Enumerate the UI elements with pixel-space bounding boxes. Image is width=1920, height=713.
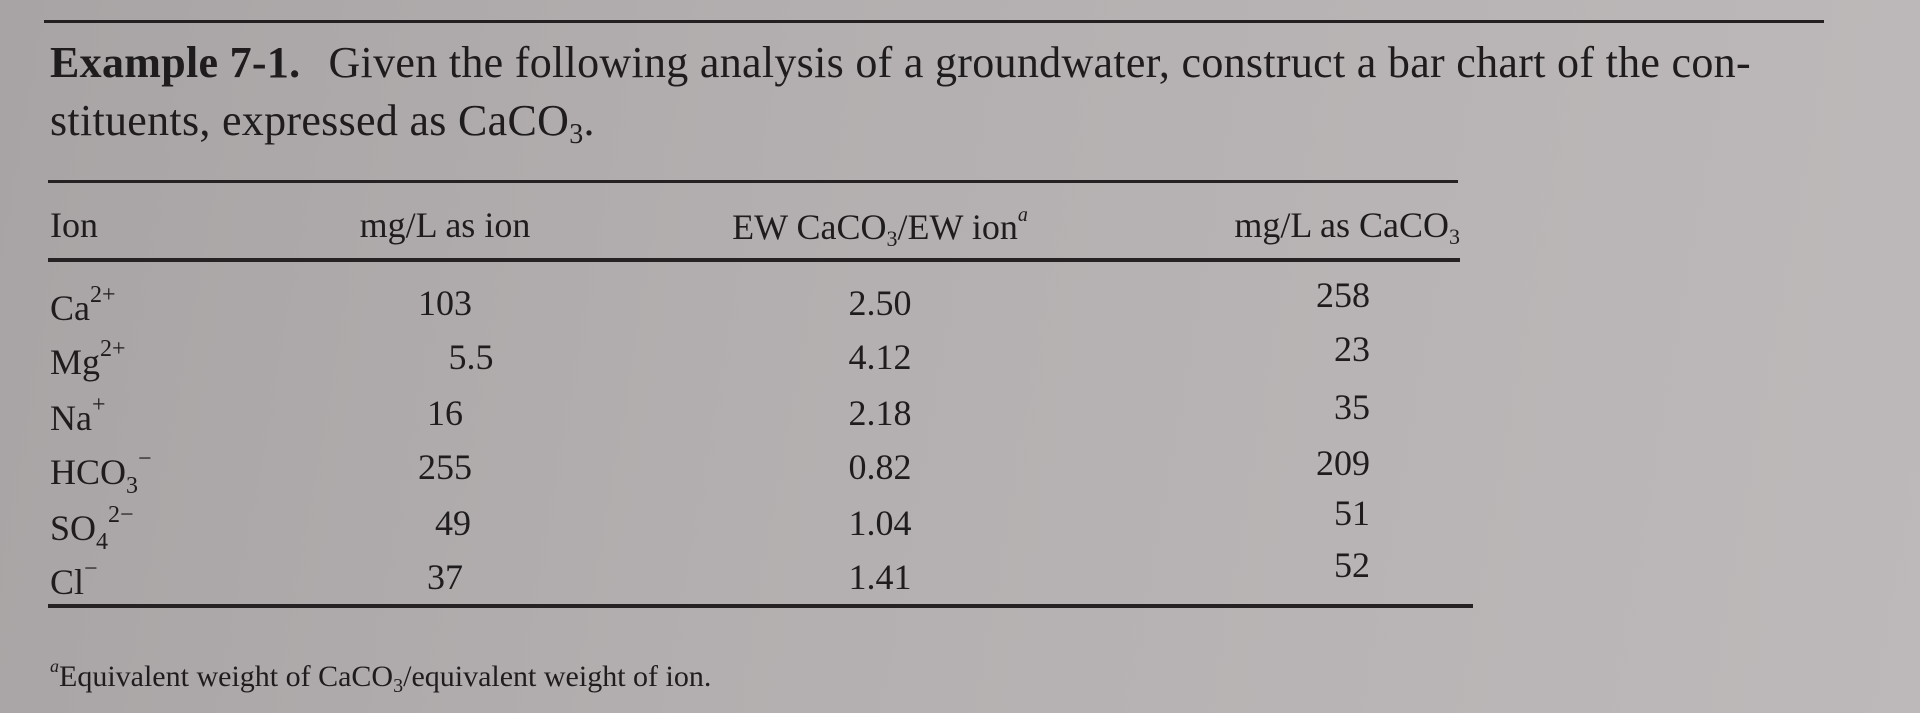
mg-as-ion-cell: 255: [418, 447, 472, 487]
mg-as-ion-cell: 49: [435, 503, 471, 543]
mg-as-caco3-cell: 51: [1334, 493, 1370, 533]
mg-as-ion-cell: 5.5: [448, 337, 494, 377]
mg-as-caco3-cell: 52: [1334, 545, 1370, 585]
table-header-rule: [48, 258, 1460, 262]
top-rule: [44, 20, 1824, 23]
example-line2-period: .: [583, 96, 595, 145]
ion-charge: 2−: [108, 502, 134, 528]
ion-cell: HCO3−: [50, 446, 152, 500]
ion-charge: −: [138, 446, 152, 472]
header-ion: Ion: [50, 205, 98, 245]
footnote-text: Equivalent weight of CaCO: [59, 660, 394, 693]
ion-symbol: Ca: [50, 288, 90, 328]
ion-charge: +: [91, 392, 106, 418]
ion-subscript: 3: [126, 473, 139, 499]
mg-as-ion-cell: 37: [427, 557, 463, 597]
ew-ratio-cell: 4.12: [848, 337, 912, 377]
example-line2-text: stituents, expressed as CaCO: [50, 96, 570, 145]
ew-ratio-cell: 2.18: [848, 393, 912, 433]
header-ew-ratio-text-post: /EW ion: [897, 207, 1018, 247]
footnote-text-post: /equivalent weight of ion.: [403, 660, 712, 693]
header-mg-as-caco3: mg/L as CaCO3: [1170, 204, 1460, 250]
example-heading: Example 7-1. Given the following analysis…: [50, 34, 1830, 164]
footnote-marker: a: [50, 656, 59, 676]
mg-as-caco3-cell: 35: [1334, 387, 1370, 427]
ion-charge: 2+: [100, 336, 126, 362]
header-ew-ratio-subscript: 3: [886, 226, 898, 251]
table-footnote: aEquivalent weight of CaCO3/equivalent w…: [50, 656, 711, 698]
header-mg-as-caco3-subscript: 3: [1449, 224, 1460, 249]
mg-as-caco3-cell: 23: [1334, 329, 1370, 369]
ion-symbol: Mg: [50, 342, 101, 382]
mg-as-ion-cell: 16: [427, 393, 463, 433]
ion-symbol: Na: [50, 398, 92, 438]
ew-ratio-cell: 2.50: [848, 283, 912, 323]
ion-cell: Cl−: [50, 556, 98, 610]
header-mg-as-ion: mg/L as ion: [359, 205, 531, 245]
table-bottom-rule: [48, 604, 1473, 608]
example-text-line2: stituents, expressed as CaCO3.: [50, 92, 1830, 164]
footnote-subscript: 3: [393, 675, 404, 697]
ion-charge: −: [84, 556, 98, 582]
ion-symbol: Cl: [50, 562, 85, 602]
example-text-line1: Given the following analysis of a ground…: [328, 38, 1751, 87]
mg-as-ion-cell: 103: [418, 283, 472, 323]
ion-symbol: HCO: [50, 452, 127, 492]
header-ew-footnote-marker: a: [1017, 204, 1028, 226]
mg-as-caco3-cell: 209: [1316, 443, 1370, 483]
mg-as-caco3-cell: 258: [1316, 275, 1370, 315]
example-line2-subscript: 3: [569, 119, 584, 150]
table-top-rule: [48, 180, 1458, 183]
header-ew-ratio: EW CaCO3/EW iona: [700, 204, 1060, 252]
header-ew-ratio-text: EW CaCO: [732, 207, 887, 247]
header-mg-as-caco3-text: mg/L as CaCO: [1234, 205, 1449, 245]
example-label: Example 7-1.: [50, 38, 301, 87]
ion-cell: SO42−: [50, 502, 134, 556]
ew-ratio-cell: 0.82: [848, 447, 912, 487]
ion-cell: Na+: [50, 392, 106, 446]
ion-symbol: SO: [50, 508, 97, 548]
ion-cell: Ca2+: [50, 282, 116, 336]
ion-charge: 2+: [90, 282, 116, 308]
ion-subscript: 4: [96, 529, 109, 555]
ion-cell: Mg2+: [50, 336, 126, 390]
ew-ratio-cell: 1.04: [848, 503, 912, 543]
ew-ratio-cell: 1.41: [848, 557, 912, 597]
